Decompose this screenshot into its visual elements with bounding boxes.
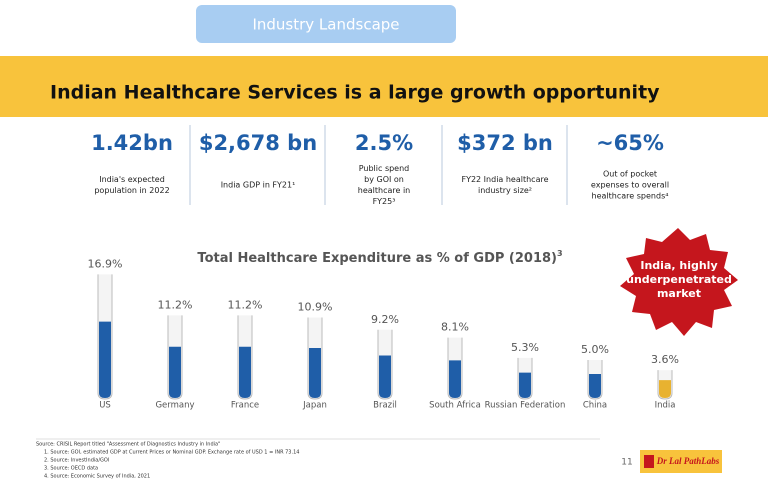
stat-caption: India GDP in FY21¹ xyxy=(221,181,296,190)
value-label: 3.6% xyxy=(651,353,679,366)
value-label: 11.2% xyxy=(228,298,263,311)
stat-value: 2.5% xyxy=(355,131,413,155)
separators xyxy=(189,125,568,205)
stat-caption: Out of pocket xyxy=(603,170,657,179)
category-label: Japan xyxy=(302,401,327,411)
value-label: 8.1% xyxy=(441,321,469,334)
value-label: 16.9% xyxy=(88,257,123,270)
stat-caption: FY22 India healthcare xyxy=(461,175,548,184)
source-note: Source: CRISIL Report titled "Assessment… xyxy=(36,442,220,448)
badge-line: market xyxy=(657,287,701,300)
tube-fill xyxy=(379,355,391,398)
value-label: 5.3% xyxy=(511,341,539,354)
logo-icon xyxy=(644,455,654,468)
tube-fill xyxy=(449,360,461,398)
title-band xyxy=(0,56,768,117)
stat-caption: expenses to overall xyxy=(591,181,669,190)
tube-fill xyxy=(99,321,111,398)
stat-caption: industry size² xyxy=(478,186,532,195)
value-label: 11.2% xyxy=(158,298,193,311)
section-box xyxy=(196,5,456,43)
source-note: 4. Source: Economic Survey of India, 202… xyxy=(44,474,150,480)
section-title: Industry Landscape xyxy=(252,16,399,34)
badge-burst xyxy=(620,228,738,336)
stat-caption: Public spend xyxy=(359,164,410,173)
source-note: 2. Source: InvestIndia/GOI xyxy=(44,458,109,464)
tube-fill xyxy=(309,348,321,398)
value-label: 10.9% xyxy=(298,301,333,314)
value-label: 9.2% xyxy=(371,313,399,326)
category-label: US xyxy=(99,401,111,411)
page-number: 11 xyxy=(621,458,632,468)
tube-fill xyxy=(589,374,601,398)
stat-caption: FY25³ xyxy=(373,197,396,206)
chart-title: Total Healthcare Expenditure as % of GDP… xyxy=(197,249,562,266)
slide-title: Indian Healthcare Services is a large gr… xyxy=(50,82,660,104)
category-label: Germany xyxy=(155,401,194,411)
category-label: South Africa xyxy=(429,401,481,411)
category-label: China xyxy=(583,401,607,411)
stat-value: ~65% xyxy=(596,131,664,155)
logo-text: Dr Lal PathLabs xyxy=(656,456,720,466)
category-label: Brazil xyxy=(373,401,397,411)
stat-value: 1.42bn xyxy=(91,131,173,155)
logo-box xyxy=(640,450,722,473)
tube-fill xyxy=(519,372,531,398)
category-label: Russian Federation xyxy=(485,401,566,411)
badge-line: India, highly xyxy=(640,259,717,272)
category-label: India xyxy=(655,401,676,411)
stat-caption: India's expected xyxy=(99,175,165,184)
tube-fill xyxy=(169,346,181,398)
stat-caption: population in 2022 xyxy=(94,186,169,195)
stat-caption: by GOI on xyxy=(364,175,404,184)
category-label: France xyxy=(231,401,259,411)
value-label: 5.0% xyxy=(581,343,609,356)
badge-line: underpenetrated xyxy=(626,273,732,286)
stat-caption: healthcare spends⁴ xyxy=(592,192,669,201)
source-note: 1. Source: GOI, estimated GDP at Current… xyxy=(44,450,299,456)
stat-value: $372 bn xyxy=(457,131,553,155)
source-note: 3. Source: OECD data xyxy=(44,466,98,472)
tube-fill xyxy=(239,346,251,398)
stat-value: $2,678 bn xyxy=(199,131,317,155)
stat-caption: healthcare in xyxy=(358,186,411,195)
tube-fill xyxy=(659,380,671,398)
